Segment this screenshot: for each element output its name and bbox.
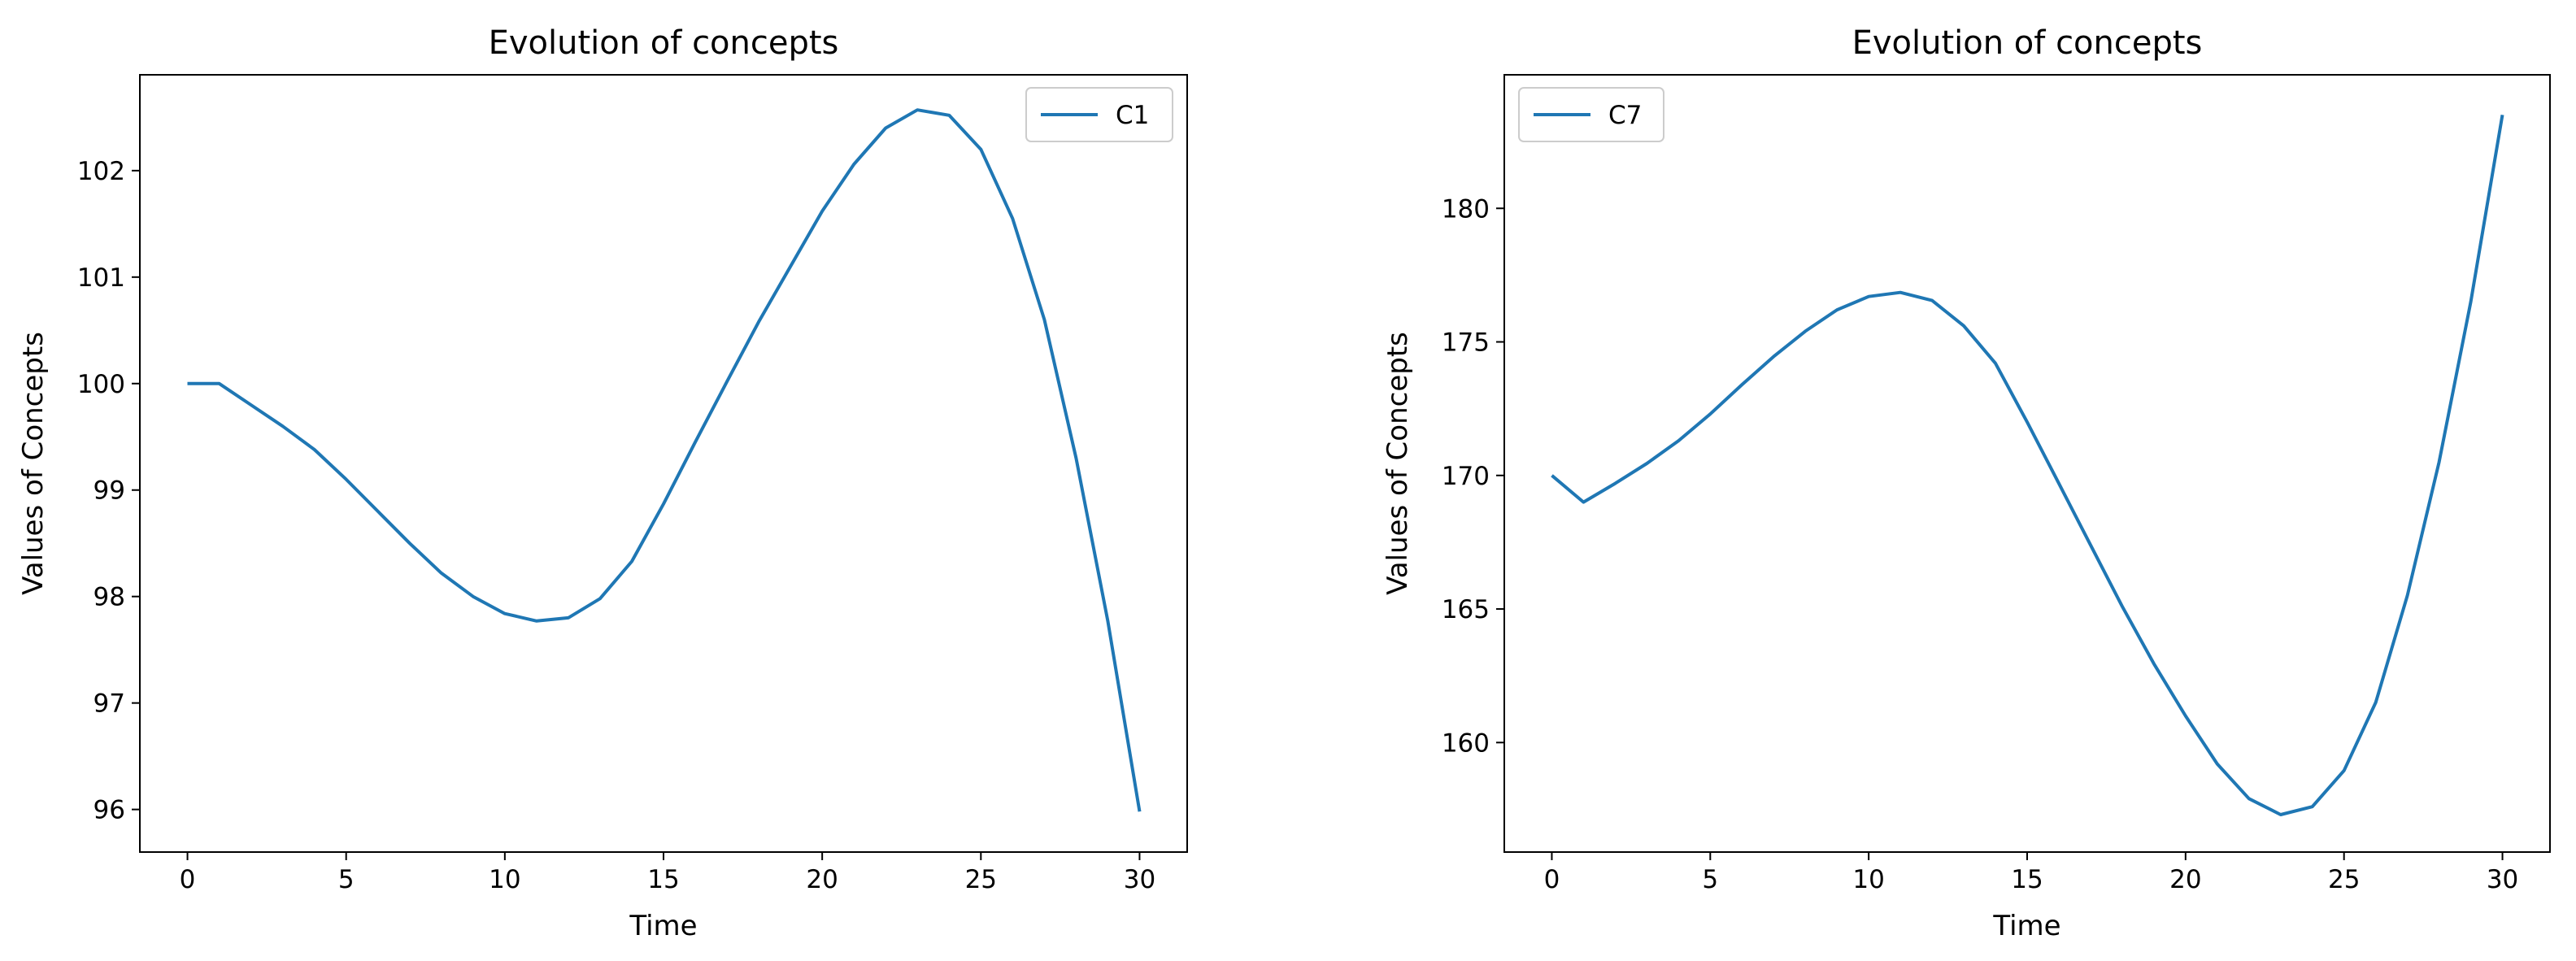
x-axis-label: Time: [1992, 910, 2060, 942]
y-ticks: 160 165 170 175 180: [1442, 194, 1504, 758]
x-tick-label: 20: [2169, 865, 2201, 894]
y-tick-label: 165: [1442, 595, 1490, 624]
legend-label-c1: C1: [1116, 101, 1149, 130]
y-tick-label: 100: [77, 370, 125, 399]
series-line-c7: [1551, 114, 2504, 816]
y-tick-label: 180: [1442, 194, 1490, 224]
x-tick-label: 10: [489, 865, 520, 894]
x-ticks: 0 5 10 15 20 25 30: [1544, 852, 2518, 894]
y-ticks: 96 97 98 99 100 101 102: [77, 157, 140, 825]
y-tick-label: 97: [94, 689, 125, 719]
chart-title: Evolution of concepts: [1852, 24, 2203, 62]
x-tick-label: 10: [1852, 865, 1884, 894]
y-tick-label: 102: [77, 157, 125, 186]
y-axis-label: Values of Concepts: [17, 332, 50, 595]
x-tick-label: 25: [965, 865, 997, 894]
series-group: [187, 108, 1142, 812]
series-line-c1: [187, 108, 1142, 812]
x-tick-label: 0: [180, 865, 196, 894]
legend: C7: [1518, 87, 1664, 142]
y-tick-label: 170: [1442, 462, 1490, 491]
x-tick-label: 15: [647, 865, 679, 894]
y-tick-label: 99: [94, 476, 125, 506]
x-tick-label: 20: [806, 865, 838, 894]
y-axis-label: Values of Concepts: [1382, 332, 1414, 595]
chart-c1: 0 5 10 15 20 25 30 96 97 98 99 100 101 102 Evolution…: [17, 24, 1188, 942]
x-tick-label: 25: [2328, 865, 2360, 894]
x-tick-label: 30: [1124, 865, 1155, 894]
x-axis-label: Time: [629, 910, 697, 942]
legend-label-c7: C7: [1608, 101, 1642, 130]
x-ticks: 0 5 10 15 20 25 30: [180, 852, 1155, 894]
x-tick-label: 30: [2487, 865, 2518, 894]
y-tick-label: 160: [1442, 728, 1490, 758]
x-tick-label: 0: [1544, 865, 1560, 894]
legend: C1: [1025, 87, 1173, 142]
y-tick-label: 98: [94, 583, 125, 612]
x-tick-label: 5: [1702, 865, 1718, 894]
legend-box: [1025, 87, 1173, 142]
x-tick-label: 15: [2011, 865, 2043, 894]
x-tick-label: 5: [338, 865, 355, 894]
y-tick-label: 101: [77, 263, 125, 293]
series-group: [1551, 114, 2504, 816]
legend-box: [1518, 87, 1664, 142]
chart-c7: 0 5 10 15 20 25 30 160 165 170 175 180 Evolution o…: [1382, 24, 2551, 942]
y-tick-label: 175: [1442, 328, 1490, 358]
chart-title: Evolution of concepts: [489, 24, 839, 62]
y-tick-label: 96: [94, 796, 125, 825]
